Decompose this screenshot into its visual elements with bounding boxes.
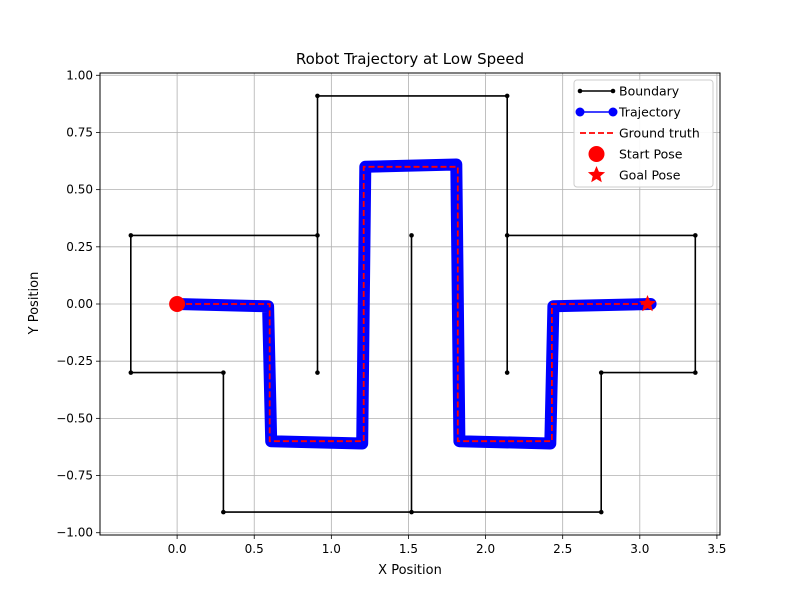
legend-label: Trajectory (618, 105, 681, 120)
legend-item: Ground truth (580, 126, 700, 141)
boundary-point (504, 233, 510, 238)
boundary-point (221, 509, 226, 515)
x-tick-label: 2.0 (476, 542, 495, 556)
legend-handle-boundary-dot (577, 88, 583, 94)
y-tick-label: −0.75 (56, 469, 93, 483)
boundary-point (315, 370, 320, 375)
x-axis-label: X Position (378, 563, 442, 578)
y-axis-label: Y Position (27, 272, 42, 336)
boundary-point (693, 233, 698, 238)
legend-label: Boundary (619, 84, 680, 99)
axes-frame (99, 72, 721, 536)
x-tick-label: 0.5 (245, 542, 264, 556)
x-tick-label: 1.5 (399, 542, 418, 556)
legend-handle-trajectory-dot (608, 107, 618, 117)
boundary-point (504, 93, 510, 99)
boundary-point (128, 370, 134, 375)
y-tick-label: 1.00 (66, 68, 93, 82)
boundary-point (598, 370, 604, 375)
boundary-point (221, 370, 226, 375)
chart-title: Robot Trajectory at Low Speed (296, 50, 524, 68)
x-tick-label: 2.5 (553, 542, 572, 556)
y-tick-label: 0.50 (66, 183, 93, 197)
boundary-point (598, 509, 604, 515)
boundary-point (128, 233, 134, 238)
y-tick-label: 0.25 (66, 240, 93, 254)
legend-item: Goal Pose (587, 166, 681, 183)
plot-area: 0.0 0.5 1.0 1.5 2.0 2.5 3.0 3.5 −1.00 −0.75 −0.50 −… (56, 68, 726, 556)
start-pose-marker (169, 296, 186, 312)
legend-label: Start Pose (619, 147, 683, 162)
boundary-point (504, 370, 510, 375)
y-tick-label: 0.00 (66, 297, 93, 311)
legend-handle-trajectory-dot (575, 107, 585, 117)
legend-item: Start Pose (588, 146, 683, 162)
x-tick-label: 3.0 (630, 542, 649, 556)
boundary-point (409, 509, 414, 515)
boundary-point (315, 93, 320, 99)
legend-label: Ground truth (619, 126, 700, 141)
legend-box (573, 79, 714, 188)
y-tick-label: −1.00 (56, 526, 93, 540)
legend-handle-boundary-dot (610, 88, 616, 94)
goal-pose-marker (639, 295, 657, 312)
x-tick-label: 0.0 (168, 542, 187, 556)
x-tick-label: 3.5 (707, 542, 726, 556)
legend-item: Boundary (577, 84, 680, 99)
legend: Boundary Trajectory Ground truth Start Pose… (573, 79, 714, 188)
boundary-point (315, 233, 320, 238)
boundary-point (693, 370, 698, 375)
legend-label: Goal Pose (619, 168, 681, 183)
legend-item: Trajectory (575, 105, 681, 120)
legend-handle-start-pose (588, 146, 605, 162)
y-tick-label: −0.50 (56, 411, 93, 425)
y-tick-label: −0.25 (56, 354, 93, 368)
ground-truth-line (177, 165, 646, 443)
x-tick-label: 1.0 (322, 542, 341, 556)
legend-handle-goal-pose (587, 166, 606, 183)
boundary-point (409, 233, 414, 238)
y-tick-label: 0.75 (66, 125, 93, 139)
